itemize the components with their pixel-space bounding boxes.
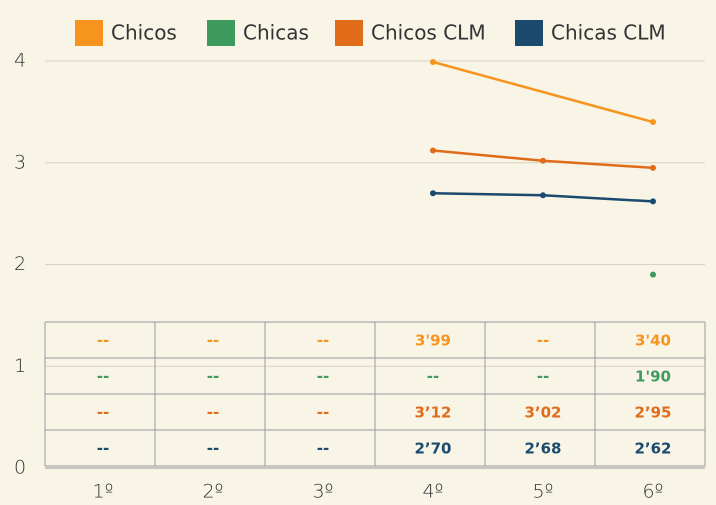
table-cell: -- (317, 440, 329, 458)
table-cell: -- (317, 368, 329, 386)
legend-swatch (335, 20, 363, 46)
series-point (650, 271, 656, 278)
table-cell: 3’12 (414, 404, 451, 422)
y-tick-label: 3 (14, 151, 26, 173)
legend-swatch (75, 20, 103, 46)
legend-label: Chicos CLM (371, 21, 486, 45)
legend-label: Chicas CLM (551, 21, 666, 45)
table-cell: -- (207, 404, 219, 422)
x-tick-label: 4º (422, 481, 443, 503)
series-point (540, 192, 546, 199)
x-tick-label: 3º (312, 481, 333, 503)
table-cell: 2’68 (524, 440, 561, 458)
table-cell: 2’70 (414, 440, 451, 458)
legend-swatch (207, 20, 235, 46)
series-point (430, 147, 436, 154)
y-tick-label: 0 (14, 457, 26, 479)
table-cell: 3'99 (415, 332, 451, 350)
table-cell: -- (207, 332, 219, 350)
series-point (650, 164, 656, 171)
table-cell: 2’62 (634, 440, 671, 458)
table-cell: -- (97, 440, 109, 458)
legend-swatch (515, 20, 543, 46)
table-cell: 3'40 (635, 332, 671, 350)
series-point (430, 190, 436, 197)
series-point (650, 198, 656, 205)
table-cell: -- (317, 404, 329, 422)
table-cell: -- (97, 368, 109, 386)
x-tick-label: 6º (642, 481, 663, 503)
table-cell: -- (207, 368, 219, 386)
y-tick-label: 1 (14, 355, 26, 377)
x-tick-label: 1º (92, 481, 113, 503)
y-tick-label: 4 (14, 50, 26, 72)
legend-label: Chicas (243, 21, 309, 45)
table-cell: -- (427, 368, 439, 386)
table-cell: -- (97, 404, 109, 422)
x-tick-label: 2º (202, 481, 223, 503)
series-point (650, 119, 656, 126)
legend-label: Chicos (111, 21, 177, 45)
series-point (540, 157, 546, 164)
x-tick-label: 5º (532, 481, 553, 503)
series-line (432, 60, 654, 124)
series-point (430, 59, 436, 66)
table-cell: -- (97, 332, 109, 350)
table-cell: 3’02 (524, 404, 561, 422)
table-cell: 2’95 (634, 404, 671, 422)
table-cell: -- (537, 332, 549, 350)
table-cell: -- (537, 368, 549, 386)
y-tick-label: 2 (14, 253, 26, 275)
table-cell: -- (317, 332, 329, 350)
table-cell: 1'90 (635, 368, 671, 386)
table-cell: -- (207, 440, 219, 458)
